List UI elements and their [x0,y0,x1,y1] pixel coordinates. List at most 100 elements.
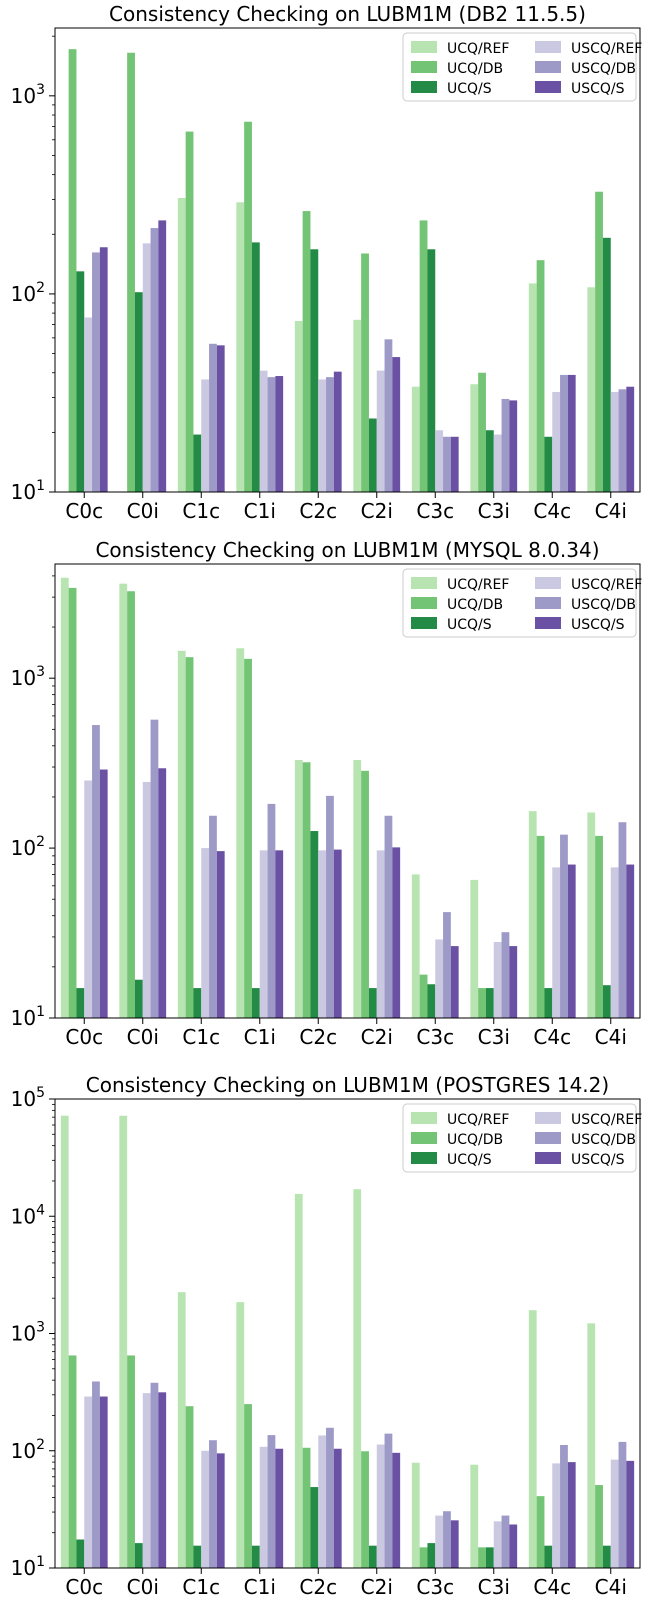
chart-3: Consistency Checking on LUBM1M (POSTGRES… [11,1073,643,1599]
legend-label: UCQ/DB [447,61,503,77]
x-tick-label: C1c [182,499,220,523]
y-tick-label: 102 [11,834,45,860]
bar-ucq-db-c3c [419,1547,428,1568]
legend: UCQ/REF UCQ/DB UCQ/S USCQ/REF USCQ/DB USCQ/S [402,568,642,638]
bar-ucq-ref-c3c [411,386,420,492]
bar-uscq-db-c4i [618,1441,627,1568]
bar-uscq-s-c2c [333,371,342,492]
bar-ucq-s-c4i [602,1545,611,1568]
bar-ucq-db-c1i [244,658,252,1018]
x-tick-label: C2c [299,1025,337,1049]
bar-uscq-s-c3i [509,1524,518,1568]
bar-ucq-db-c3i [478,372,486,492]
bar-ucq-ref-c2i [353,1189,362,1568]
bar-uscq-s-c3i [509,946,518,1018]
bar-ucq-s-c3i [485,988,494,1018]
bar-ucq-db-c0c [68,49,77,493]
bar-ucq-s-c1c [193,1545,202,1568]
x-tick-label: C0c [65,1025,103,1049]
legend-label: USCQ/S [571,81,625,97]
bar-ucq-ref-c1c [177,197,186,493]
bar-ucq-db-c4c [536,1496,545,1568]
y-tick-label: 104 [11,1202,45,1228]
y-tick-label: 101 [11,1554,45,1580]
bar-uscq-db-c2c [326,795,334,1018]
bar-uscq-ref-c3i [493,434,502,492]
bar-uscq-ref-c2c [318,1435,327,1568]
bar-ucq-s-c3c [427,1543,436,1568]
x-tick-label: C4i [595,1025,627,1049]
bar-uscq-db-c1i [267,803,276,1018]
bar-ucq-ref-c1i [236,648,245,1018]
bar-uscq-s-c1i [275,850,284,1018]
bar-uscq-db-c2i [384,815,393,1018]
y-tick-label: 102 [11,1437,45,1463]
bar-uscq-s-c2i [392,1452,401,1568]
legend-label: UCQ/REF [447,577,509,593]
bar-uscq-db-c0i [150,228,159,492]
bar-uscq-db-c1c [209,815,217,1018]
bar-uscq-ref-c0c [84,317,93,492]
legend-box [402,568,637,638]
legend-label: USCQ/REF [571,41,642,57]
bar-uscq-s-c0c [99,247,108,492]
x-tick-label: C3i [478,499,510,523]
legend-swatch [535,41,561,53]
bar-ucq-ref-c4c [528,811,537,1018]
bar-uscq-s-c1i [275,376,284,492]
bar-uscq-s-c4i [626,1460,635,1568]
legend-swatch [535,61,561,73]
bar-uscq-db-c0c [92,725,100,1018]
bar-uscq-db-c3i [501,398,510,492]
bar-uscq-ref-c3c [435,1515,444,1568]
bar-ucq-s-c2i [368,1545,377,1568]
bar-ucq-s-c3c [427,249,436,492]
legend-box [402,32,637,102]
y-tick-label: 102 [11,280,45,306]
bar-uscq-db-c1c [209,1440,217,1568]
bar-ucq-ref-c4i [587,812,596,1018]
bar-ucq-db-c0c [68,587,77,1018]
x-tick-label: C0c [65,499,103,523]
bar-uscq-s-c3i [509,400,518,492]
bar-ucq-ref-c4i [587,287,596,492]
bar-ucq-s-c1i [251,1545,260,1568]
y-tick-label: 101 [11,1004,45,1030]
bar-uscq-ref-c2i [376,1444,385,1568]
legend-swatch [411,1152,437,1164]
bar-uscq-s-c2i [392,847,401,1018]
legend-label: USCQ/REF [571,1112,642,1128]
bar-uscq-db-c4c [560,834,568,1018]
bar-ucq-s-c1c [193,988,202,1018]
bar-ucq-s-c0i [134,979,143,1018]
x-tick-label: C3c [416,1025,454,1049]
bar-uscq-s-c2c [333,849,342,1018]
bar-ucq-db-c0i [127,591,135,1018]
bar-ucq-s-c1c [193,434,202,492]
bar-ucq-s-c1i [251,242,260,492]
chart-title: Consistency Checking on LUBM1M (DB2 11.5… [109,2,586,26]
x-tick-label: C3c [416,499,454,523]
x-tick-label: C3i [478,1575,510,1599]
bar-ucq-db-c0i [127,1355,135,1568]
bar-ucq-db-c4c [536,835,545,1018]
bar-ucq-s-c4i [602,985,611,1018]
bar-uscq-ref-c2i [376,370,385,492]
bar-ucq-s-c0c [76,1539,85,1568]
bar-ucq-db-c2c [302,1447,311,1568]
legend-swatch [535,1112,561,1124]
bar-uscq-ref-c0i [142,781,151,1018]
legend-swatch [411,81,437,93]
x-tick-label: C2i [361,499,393,523]
y-tick-label: 103 [11,664,45,690]
bar-uscq-ref-c1i [259,1446,268,1568]
bar-uscq-ref-c3c [435,939,444,1018]
bar-ucq-db-c2i [361,253,369,492]
bar-uscq-ref-c0i [142,1393,151,1568]
bar-ucq-db-c3c [419,974,428,1018]
legend-label: UCQ/S [447,617,492,633]
bar-ucq-ref-c2c [294,320,303,492]
bar-uscq-s-c4c [567,1462,576,1568]
legend-label: USCQ/REF [571,577,642,593]
